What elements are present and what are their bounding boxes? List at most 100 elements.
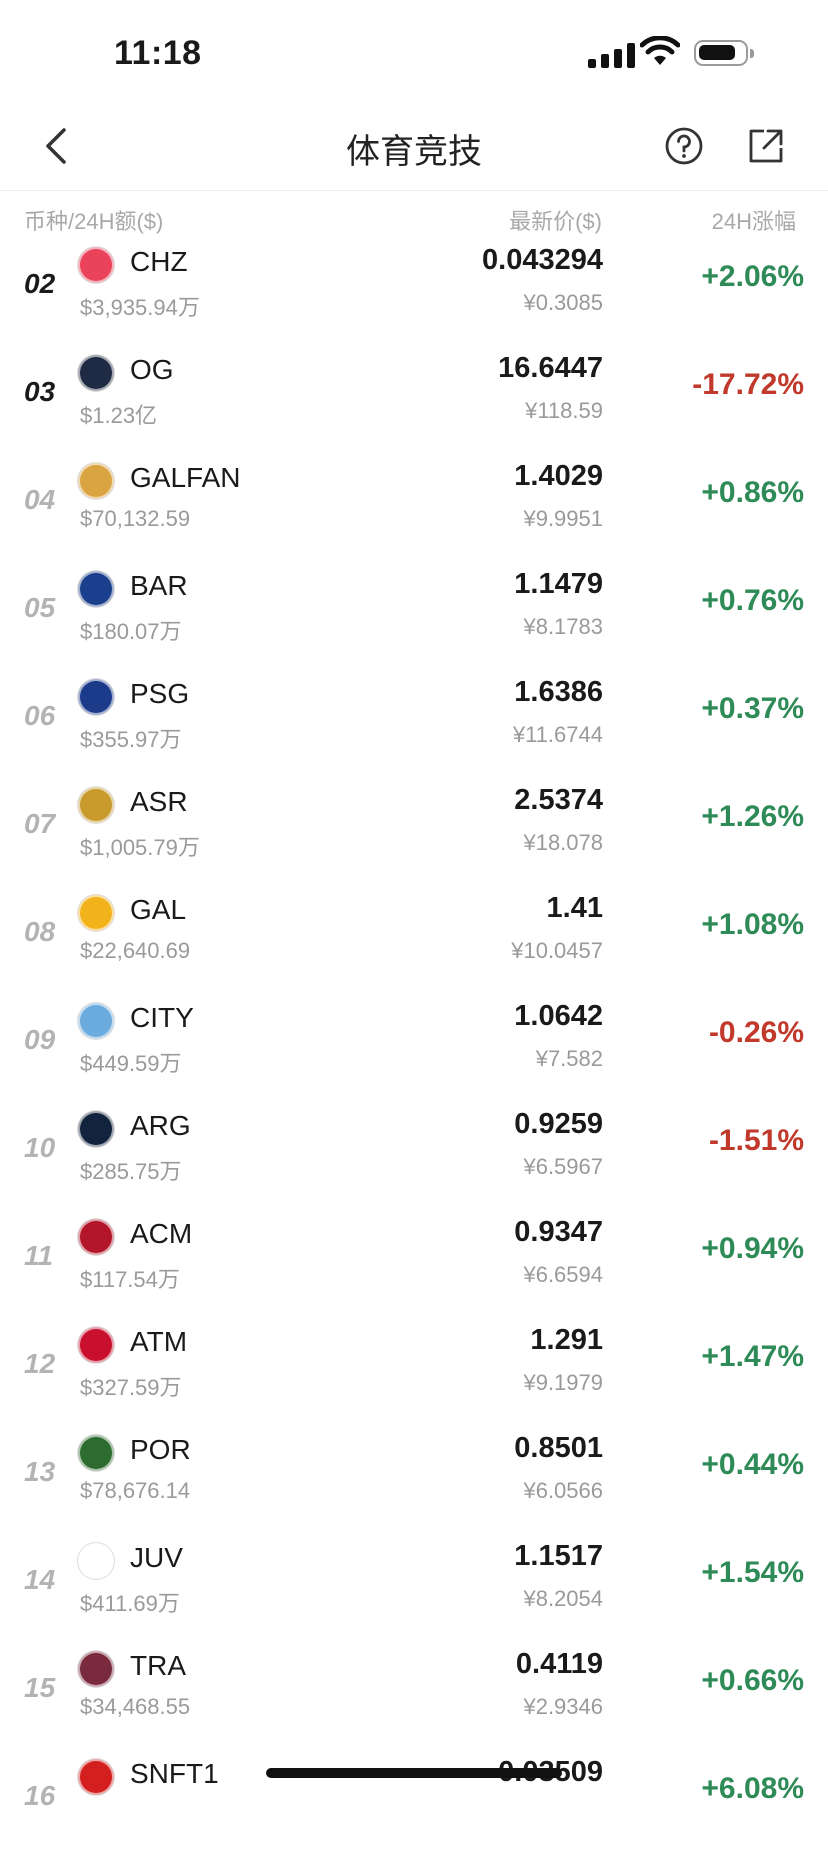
status-bar: 11:18 bbox=[0, 0, 828, 110]
header-coin-volume[interactable]: 币种/24H额($) bbox=[24, 209, 164, 234]
rank-number: 14 bbox=[24, 1564, 56, 1595]
token-change: +0.44% bbox=[701, 1448, 804, 1481]
list-item[interactable]: 08 GAL $22,640.69 1.41 ¥10.0457 +1.08% bbox=[0, 888, 828, 996]
rank-number: 10 bbox=[24, 1132, 56, 1163]
rank-number: 07 bbox=[24, 808, 56, 839]
token-volume: $449.59万 bbox=[80, 1051, 182, 1076]
token-price: 0.4119 bbox=[515, 1648, 603, 1680]
list-item[interactable]: 13 POR $78,676.14 0.8501 ¥6.0566 +0.44% bbox=[0, 1428, 828, 1536]
header-24h-change[interactable]: 24H涨幅 bbox=[711, 209, 796, 234]
list-item[interactable]: 05 BAR $180.07万 1.1479 ¥8.1783 +0.76% bbox=[0, 564, 828, 672]
bar-logo-icon bbox=[78, 571, 114, 607]
token-change: +0.37% bbox=[701, 692, 804, 725]
rank-number: 08 bbox=[24, 916, 56, 947]
token-volume: $78,676.14 bbox=[80, 1478, 191, 1503]
token-price: 0.8501 bbox=[514, 1432, 603, 1464]
token-price: 1.1479 bbox=[514, 568, 603, 600]
list-item[interactable]: 14 JUV $411.69万 1.1517 ¥8.2054 +1.54% bbox=[0, 1536, 828, 1644]
home-indicator[interactable] bbox=[266, 1768, 562, 1778]
token-price-cny: ¥9.1979 bbox=[523, 1370, 603, 1395]
token-change: +1.47% bbox=[701, 1340, 804, 1373]
token-volume: $3,935.94万 bbox=[80, 295, 200, 320]
token-volume: $117.54万 bbox=[80, 1267, 180, 1292]
list-item[interactable]: 06 PSG $355.97万 1.6386 ¥11.6744 +0.37% bbox=[0, 672, 828, 780]
list-item[interactable]: 04 GALFAN $70,132.59 1.4029 ¥9.9951 +0.8… bbox=[0, 456, 828, 564]
token-price: 2.5374 bbox=[514, 784, 603, 816]
battery-icon bbox=[694, 40, 754, 66]
token-volume: $411.69万 bbox=[80, 1591, 180, 1616]
token-change: +6.08% bbox=[701, 1772, 804, 1805]
list-item[interactable]: 15 TRA $34,468.55 0.4119 ¥2.9346 +0.66% bbox=[0, 1644, 828, 1752]
galfan-logo-icon bbox=[78, 463, 114, 499]
rank-number: 12 bbox=[24, 1348, 56, 1379]
psg-logo-icon bbox=[78, 679, 114, 715]
token-volume: $285.75万 bbox=[80, 1159, 182, 1184]
token-change: +1.54% bbox=[701, 1556, 804, 1589]
token-symbol: PSG bbox=[130, 678, 190, 709]
token-list: 02 CHZ $3,935.94万 0.043294 ¥0.3085 +2.06… bbox=[0, 240, 828, 1860]
rank-number: 13 bbox=[24, 1456, 56, 1487]
token-volume: $70,132.59 bbox=[80, 506, 191, 531]
rank-number: 06 bbox=[24, 700, 56, 731]
token-price-cny: ¥11.6744 bbox=[512, 722, 603, 747]
list-item[interactable]: 09 CITY $449.59万 1.0642 ¥7.582 -0.26% bbox=[0, 996, 828, 1104]
list-item[interactable]: 03 OG $1.23亿 16.6447 ¥118.59 -17.72% bbox=[0, 348, 828, 456]
list-item[interactable]: 16 SNFT1 0.03509 +6.08% bbox=[0, 1752, 828, 1860]
token-price: 0.9347 bbox=[514, 1216, 603, 1248]
token-price: 16.6447 bbox=[498, 352, 603, 384]
token-price-cny: ¥8.1783 bbox=[523, 614, 603, 639]
token-volume: $34,468.55 bbox=[80, 1694, 191, 1719]
back-button[interactable] bbox=[38, 124, 78, 168]
page-title: 体育竞技 bbox=[346, 133, 482, 171]
tra-logo-icon bbox=[78, 1651, 114, 1687]
token-volume: $180.07万 bbox=[80, 619, 182, 644]
token-price-cny: ¥118.59 bbox=[525, 398, 603, 423]
token-change: +1.26% bbox=[701, 800, 804, 833]
list-item[interactable]: 11 ACM $117.54万 0.9347 ¥6.6594 +0.94% bbox=[0, 1212, 828, 1320]
gal-logo-icon bbox=[78, 895, 114, 931]
token-price-cny: ¥6.6594 bbox=[523, 1262, 603, 1287]
token-change: +0.94% bbox=[701, 1232, 804, 1265]
token-symbol: CITY bbox=[130, 1002, 194, 1033]
rank-number: 15 bbox=[24, 1672, 56, 1703]
por-logo-icon bbox=[78, 1435, 114, 1471]
rank-number: 02 bbox=[24, 268, 56, 299]
token-symbol: ARG bbox=[130, 1110, 191, 1141]
token-symbol: TRA bbox=[130, 1650, 186, 1681]
token-price-cny: ¥9.9951 bbox=[523, 506, 603, 531]
token-change: +1.08% bbox=[701, 908, 804, 941]
token-change: +0.86% bbox=[701, 476, 804, 509]
header-latest-price[interactable]: 最新价($) bbox=[509, 209, 602, 234]
help-icon[interactable] bbox=[664, 126, 704, 166]
share-icon[interactable] bbox=[746, 126, 786, 166]
rank-number: 05 bbox=[24, 592, 56, 623]
list-item[interactable]: 07 ASR $1,005.79万 2.5374 ¥18.078 +1.26% bbox=[0, 780, 828, 888]
token-price-cny: ¥10.0457 bbox=[511, 938, 603, 963]
list-item[interactable]: 12 ATM $327.59万 1.291 ¥9.1979 +1.47% bbox=[0, 1320, 828, 1428]
acm-logo-icon bbox=[78, 1219, 114, 1255]
token-price: 1.6386 bbox=[514, 676, 603, 708]
token-price-cny: ¥7.582 bbox=[535, 1046, 603, 1071]
token-change: +0.76% bbox=[701, 584, 804, 617]
asr-logo-icon bbox=[78, 787, 114, 823]
token-symbol: ASR bbox=[130, 786, 188, 817]
list-item[interactable]: 10 ARG $285.75万 0.9259 ¥6.5967 -1.51% bbox=[0, 1104, 828, 1212]
token-volume: $1,005.79万 bbox=[80, 835, 200, 860]
snft1-logo-icon bbox=[78, 1759, 114, 1795]
city-logo-icon bbox=[78, 1003, 114, 1039]
token-price: 0.9259 bbox=[514, 1108, 603, 1140]
token-symbol: GAL bbox=[130, 894, 187, 925]
rank-number: 09 bbox=[24, 1024, 56, 1055]
wifi-icon bbox=[640, 36, 680, 65]
rank-number: 04 bbox=[24, 484, 56, 515]
token-price-cny: ¥6.0566 bbox=[523, 1478, 603, 1503]
token-volume: $327.59万 bbox=[80, 1375, 182, 1400]
chz-logo-icon bbox=[78, 247, 114, 283]
list-item[interactable]: 02 CHZ $3,935.94万 0.043294 ¥0.3085 +2.06… bbox=[0, 240, 828, 348]
rank-number: 11 bbox=[24, 1240, 54, 1271]
token-price: 1.291 bbox=[530, 1324, 603, 1356]
token-volume: $355.97万 bbox=[80, 727, 182, 752]
token-price-cny: ¥2.9346 bbox=[523, 1694, 603, 1719]
token-change: -1.51% bbox=[708, 1124, 804, 1157]
token-volume: $1.23亿 bbox=[80, 403, 158, 428]
